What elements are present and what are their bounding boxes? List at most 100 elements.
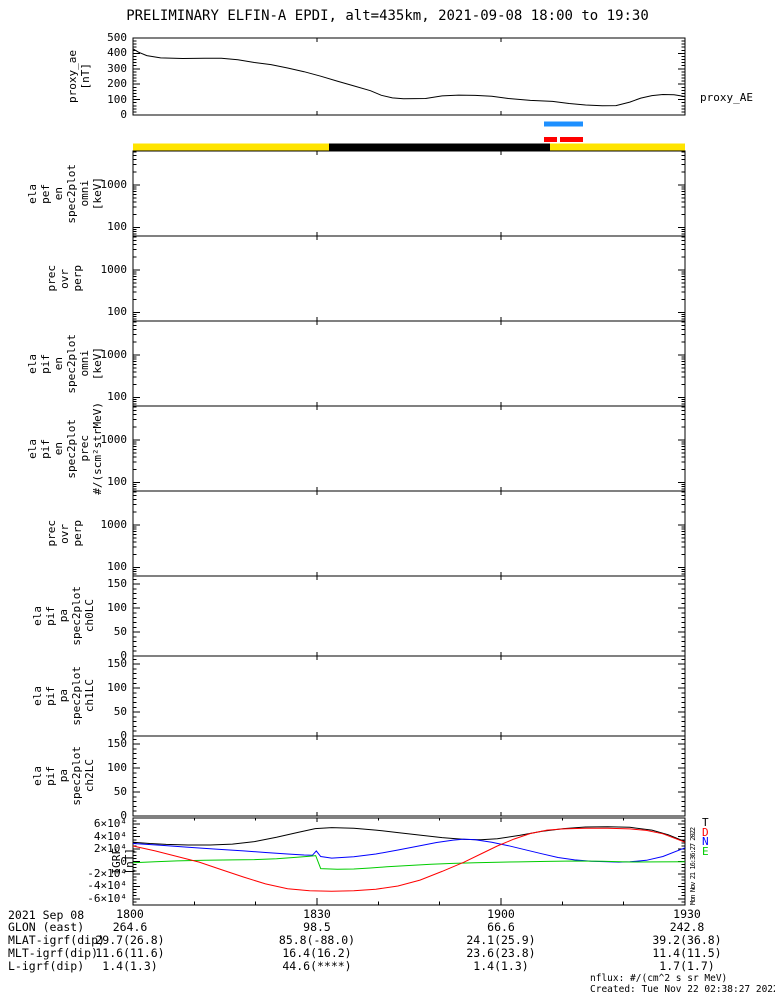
panel-ylabel-ela-pif-en-prec: ela pif en spec2plot prec #/(scm²strMeV) — [26, 402, 104, 495]
panel-frame-prec-ovr-perp-electron — [132, 235, 686, 322]
status-bar-segment — [328, 143, 550, 151]
igrf-legend-E: E — [702, 845, 709, 859]
panel-frame-prec-ovr-perp-ion — [132, 490, 686, 577]
panel-ylabel-line: proxy_ae — [66, 50, 79, 103]
panel-ylabel-line: #/(scm²strMeV) — [91, 402, 104, 495]
created-timestamp: Created: Tue Nov 22 02:38:27 2022 — [590, 984, 775, 995]
time-tick-label: 1930 — [673, 907, 701, 921]
panel-ylabel-prec-ovr-perp-electron: prec ovr perp — [45, 236, 84, 321]
y-tick-label: -6×10⁴ — [87, 891, 127, 905]
axis-row-value: 16.4(16.2) — [282, 946, 352, 960]
y-tick-label: 500 — [107, 31, 127, 44]
status-overlay-mark — [560, 137, 583, 142]
y-tick-label: 200 — [107, 77, 127, 91]
panel-ylabel-line: ovr — [58, 523, 71, 544]
y-tick-label: 2×10⁴ — [93, 842, 127, 856]
panel-ylabel-proxy-ae: proxy_ae [nT] — [66, 38, 92, 115]
igrf-legend-N: N — [702, 835, 709, 849]
panel-ylabel-line: [keV] — [91, 346, 104, 381]
axis-row-value: 98.5 — [303, 920, 331, 934]
panel-ylabel-line: spec2plot — [70, 746, 83, 806]
panel-ylabel-ela-pif-pa-ch2lc: ela pif pa spec2plot ch2LC — [31, 736, 96, 816]
panel-ylabel-line: en — [52, 186, 65, 201]
panel-frame-ela-pif-en-omni — [132, 320, 686, 407]
panel-ylabel-line: ovr — [58, 268, 71, 289]
panel-ylabel-line: spec2plot — [65, 333, 78, 394]
panel-ylabel-line: ela — [31, 766, 44, 786]
series-E — [132, 855, 686, 870]
panel-ylabel-prec-ovr-perp-ion: prec ovr perp — [45, 491, 84, 576]
panel-ylabel-line: ch2LC — [83, 759, 96, 793]
panel-ylabel-line: pa — [57, 609, 70, 623]
panel-ylabel-line: pif — [39, 438, 52, 459]
axis-row-value: 1.7(1.7) — [659, 959, 715, 973]
igrf-legend-D: D — [702, 825, 709, 839]
panel-ylabel-line: ela — [31, 686, 44, 706]
series-T — [132, 826, 686, 846]
y-tick-label: 150 — [107, 657, 127, 671]
panel-ylabel-line: en — [52, 441, 65, 456]
panel-ylabel-line: ch1LC — [83, 679, 96, 713]
axis-row-value: 39.2(36.8) — [652, 933, 722, 947]
panel-ylabel-line: en — [52, 356, 65, 371]
panel-ylabel-ela-pif-pa-ch0lc: ela pif pa spec2plot ch0LC — [31, 576, 96, 656]
axis-row-label: MLT-igrf(dip) — [8, 946, 99, 960]
panel-ylabel-line: [keV] — [91, 176, 104, 211]
y-tick-label: 50 — [113, 625, 127, 639]
panel-ylabel-line: [nT] — [79, 63, 92, 90]
series-D — [132, 827, 686, 892]
axis-row-label: GLON (east) — [8, 920, 85, 934]
panel-ylabel-line: ela — [31, 606, 44, 626]
time-tick-label: 1830 — [303, 907, 331, 921]
panel-ylabel-line: perp — [71, 520, 84, 547]
panel-frame-proxy-ae — [132, 37, 686, 116]
axis-row-value: 242.8 — [669, 920, 705, 934]
series-N — [132, 838, 686, 863]
axis-row-value: 1.4(1.3) — [473, 959, 529, 973]
y-tick-label: -4×10⁴ — [87, 879, 127, 893]
y-tick-label: 100 — [107, 761, 127, 775]
panel-ylabel-line: pif — [44, 766, 57, 786]
y-tick-label: 50 — [113, 785, 127, 799]
panel-frame-ela-pef-en-omni — [132, 150, 686, 237]
y-tick-label: 150 — [107, 577, 127, 591]
proxy-ae-right-label: proxy_AE — [700, 91, 753, 104]
y-tick-label: 400 — [107, 46, 127, 60]
y-tick-label: 0 — [120, 854, 127, 868]
y-tick-label: 1000 — [100, 517, 128, 531]
panel-ylabel-line: omni — [78, 180, 91, 207]
panel-ylabel-line: ela — [26, 438, 39, 459]
y-tick-label: 1000 — [100, 347, 128, 361]
y-tick-label: 300 — [107, 61, 127, 75]
status-bar-segment — [549, 143, 685, 151]
y-tick-label: 150 — [107, 737, 127, 751]
y-tick-label: 0 — [120, 649, 127, 662]
panel-frame-ela-pif-en-prec — [132, 405, 686, 492]
y-tick-label: 4×10⁴ — [93, 829, 127, 843]
status-overlay-mark — [544, 137, 557, 142]
panel-ylabel-ela-pef-en-omni: ela pef en spec2plot omni [keV] — [26, 151, 104, 236]
y-tick-label: 100 — [107, 92, 127, 106]
axis-row-value: 264.6 — [112, 920, 148, 934]
date-label: 2021 Sep 08 — [8, 908, 85, 922]
axis-row-value: 11.4(11.5) — [652, 946, 722, 960]
y-tick-label: 50 — [113, 705, 127, 719]
y-tick-label: 100 — [107, 390, 127, 404]
panel-ylabel-igrf: IGRF [nT] — [110, 818, 136, 905]
panel-frame-ela-pif-pa-ch2lc — [132, 735, 686, 817]
panel-ylabel-ela-pif-pa-ch1lc: ela pif pa spec2plot ch1LC — [31, 656, 96, 736]
y-tick-label: 0 — [120, 108, 127, 121]
axis-row-label: MLAT-igrf(dip) — [8, 933, 105, 947]
y-tick-label: 100 — [107, 560, 127, 574]
y-tick-label: 1000 — [100, 262, 128, 276]
panel-ylabel-line: pef — [39, 183, 52, 204]
y-tick-label: 100 — [107, 681, 127, 695]
panel-ylabel-line: prec — [45, 265, 58, 292]
series-proxy_AE — [132, 48, 686, 107]
panel-ylabel-line: prec — [45, 520, 58, 547]
status-bar-segment — [133, 143, 329, 151]
panel-ylabel-line: pif — [39, 353, 52, 374]
axis-row-value: 29.7(26.8) — [95, 933, 165, 947]
